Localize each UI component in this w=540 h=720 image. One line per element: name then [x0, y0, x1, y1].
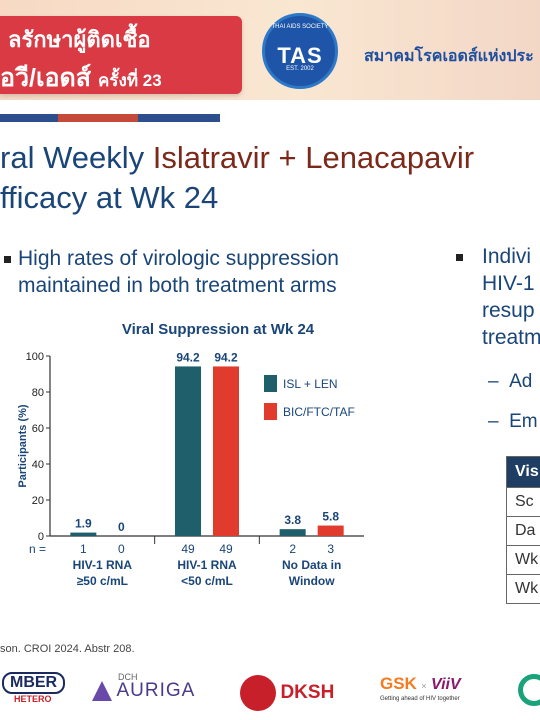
table-row: Wk: [507, 545, 540, 574]
conference-title-line1: ลรักษาผู้ติดเชื้อ: [8, 27, 151, 52]
bullet-marker: [4, 256, 11, 263]
sponsor-hetero-logo: MBER HETERO: [2, 672, 66, 704]
table-header: Vis: [507, 457, 540, 487]
x-category-label: HIV-1 RNA: [177, 558, 237, 572]
x-category-label: <50 c/mL: [181, 574, 233, 588]
n-count-label: 49: [219, 542, 233, 556]
auriga-icon: [92, 681, 112, 701]
x-category-label: Window: [289, 574, 336, 588]
bullet-suppression: High rates of virologic suppression main…: [18, 247, 339, 297]
slide-title: ral Weekly Islatravir + Lenacapavir ffic…: [0, 140, 475, 215]
y-tick-label: 0: [38, 531, 44, 543]
bar-value-label: 3.8: [284, 513, 301, 527]
sponsor-dksh-logo: DKSH: [240, 675, 334, 711]
table-row: Wk: [507, 574, 540, 603]
reference-citation: son. CROI 2024. Abstr 208.: [0, 643, 135, 655]
bar-bic-ftc-taf: [213, 366, 239, 536]
conference-title-box: ลรักษาผู้ติดเชื้อ อวี/เอดส์ ครั้งที่ 23: [0, 16, 242, 94]
y-tick-label: 20: [32, 495, 44, 507]
legend-label: BIC/FTC/TAF: [283, 405, 355, 419]
bar-value-label: 94.2: [214, 350, 238, 364]
bar-bic-ftc-taf: [317, 525, 344, 536]
x-category-label: ≥50 c/mL: [77, 574, 128, 588]
visits-table: Vis Sc Da Wk Wk: [506, 456, 540, 604]
n-count-label: 1: [80, 542, 87, 556]
y-tick-label: 100: [26, 351, 44, 363]
viral-suppression-chart: Viral Suppression at Wk 24 Participants (…: [17, 321, 364, 588]
sponsor-gsk-viiv-logo: GSK × ViiV Getting ahead of HIV together: [380, 674, 461, 702]
sub-bullet-2: – Em: [488, 411, 538, 432]
bullet-individual: Indivi HIV-1 resup treatm: [482, 245, 540, 349]
legend-swatch: [264, 375, 277, 392]
header-banner: ลรักษาผู้ติดเชื้อ อวี/เอดส์ ครั้งที่ 23 …: [0, 0, 540, 100]
table-row: Sc: [507, 487, 540, 516]
bar-value-label: 1.9: [75, 517, 92, 531]
tas-logo: THAI AIDS SOCIETY TAS EST. 2002: [262, 13, 338, 89]
x-category-label: No Data in: [282, 558, 341, 572]
y-tick-label: 80: [32, 387, 44, 399]
conference-title-line2: อวี/เอดส์ ครั้งที่ 23: [0, 64, 162, 92]
n-prefix-label: n =: [29, 542, 46, 556]
sponsor-auriga-logo: DCH AURIGA: [92, 672, 195, 702]
title-accent-stripes: [0, 114, 220, 122]
bar-value-label: 94.2: [176, 350, 200, 364]
n-count-label: 3: [327, 542, 334, 556]
y-axis-label: Participants (%): [17, 404, 29, 487]
dksh-icon: [240, 675, 276, 711]
x-category-label: HIV-1 RNA: [73, 558, 133, 572]
legend-label: ISL + LEN: [283, 377, 338, 391]
legend-swatch: [264, 403, 277, 420]
bar-value-label: 0: [118, 520, 125, 534]
bar-isl-len: [175, 366, 201, 536]
sponsor-partial-logo: [518, 674, 540, 706]
sponsor-logos: MBER HETERO DCH AURIGA DKSH GSK × ViiV G…: [0, 662, 540, 720]
association-name: สมาคมโรคเอดส์แห่งประ: [364, 48, 534, 65]
chart-title: Viral Suppression at Wk 24: [122, 321, 315, 338]
n-count-label: 0: [118, 542, 125, 556]
bar-value-label: 5.8: [322, 510, 339, 524]
bar-isl-len: [279, 529, 306, 536]
sub-bullet-1: – Ad: [488, 371, 533, 392]
n-count-label: 49: [181, 542, 195, 556]
y-tick-label: 40: [32, 459, 44, 471]
bar-isl-len: [70, 532, 97, 536]
table-row: Da: [507, 516, 540, 545]
bullet-marker: [456, 254, 463, 261]
n-count-label: 2: [289, 542, 296, 556]
y-tick-label: 60: [32, 423, 44, 435]
